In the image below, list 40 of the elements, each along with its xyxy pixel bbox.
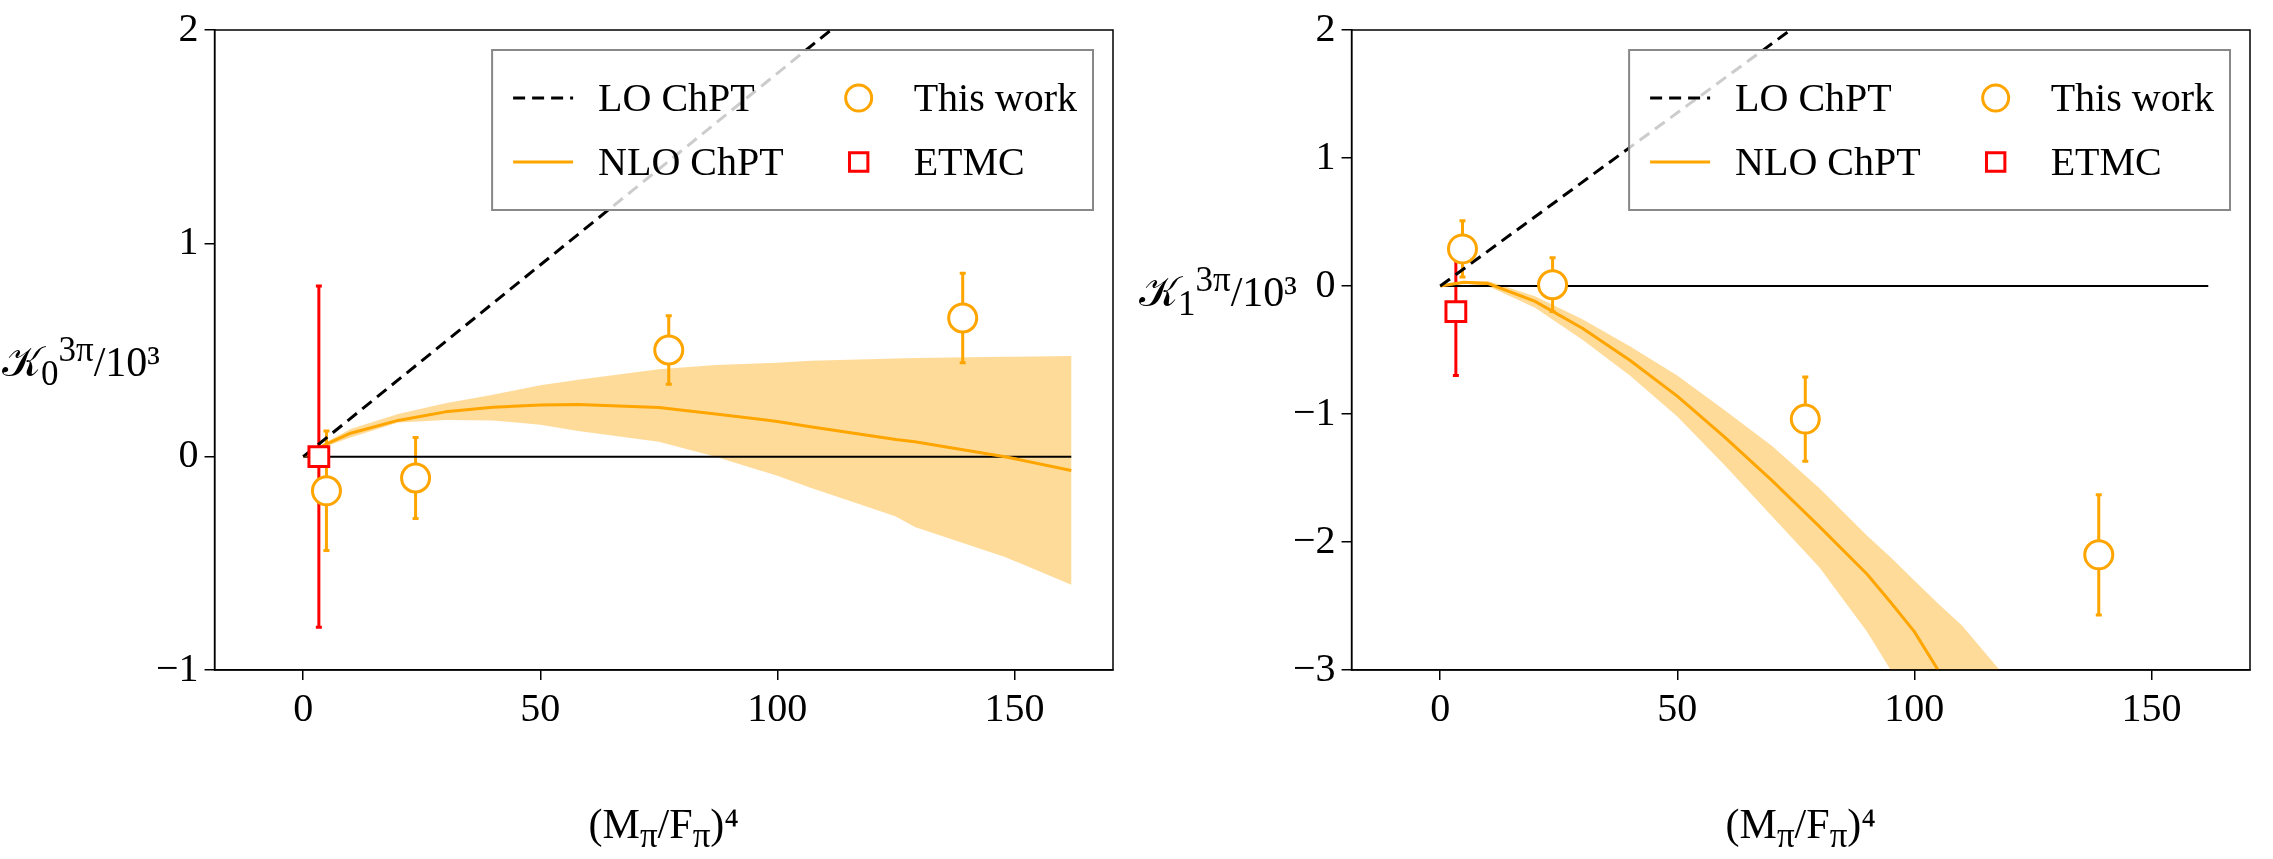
y-tick-label: 1 — [1315, 132, 1336, 178]
y-axis-title: 𝒦$_{0}$$^{3π}$/10³ — [2, 330, 160, 395]
y-tick-label: −1 — [1293, 388, 1336, 434]
x-tick-label: 150 — [2121, 684, 2182, 730]
point — [1537, 269, 1569, 301]
point — [653, 334, 685, 366]
point — [947, 302, 979, 334]
x-tick-label: 100 — [747, 684, 808, 730]
legend-label: LO ChPT — [598, 74, 755, 120]
legend-label: LO ChPT — [1735, 74, 1892, 120]
y-tick-label: −3 — [1293, 644, 1336, 690]
legend-label: NLO ChPT — [598, 138, 784, 184]
x-tick-label: 0 — [1430, 684, 1451, 730]
point — [400, 462, 432, 494]
y-tick-label: 1 — [178, 217, 199, 263]
x-tick-label: 0 — [293, 684, 314, 730]
point — [1444, 300, 1468, 323]
y-tick-label: 2 — [1315, 4, 1336, 50]
legend-label: This work — [2050, 74, 2215, 120]
y-axis-title: 𝒦$_{1}$$^{3π}$/10³ — [1139, 260, 1297, 325]
x-tick-label: 100 — [1884, 684, 1945, 730]
x-axis-title: (M$_{π}$/F$_{π}$)⁴ — [1725, 800, 1876, 857]
y-tick-label: 0 — [1315, 260, 1336, 306]
x-tick-label: 50 — [520, 684, 561, 730]
point — [1789, 403, 1821, 435]
y-tick-label: 0 — [178, 431, 199, 477]
x-tick-label: 150 — [984, 684, 1045, 730]
legend-label: ETMC — [913, 138, 1025, 184]
y-tick-label: −2 — [1293, 516, 1336, 562]
legend-label: This work — [913, 74, 1078, 120]
point — [307, 445, 331, 469]
y-tick-label: 2 — [178, 4, 199, 50]
point — [310, 475, 342, 507]
point — [2083, 539, 2115, 571]
y-tick-label: −1 — [156, 644, 199, 690]
x-tick-label: 50 — [1657, 684, 1698, 730]
x-axis-title: (M$_{π}$/F$_{π}$)⁴ — [588, 800, 739, 857]
legend-label: ETMC — [2050, 138, 2162, 184]
legend-label: NLO ChPT — [1735, 138, 1921, 184]
point — [1447, 233, 1478, 265]
